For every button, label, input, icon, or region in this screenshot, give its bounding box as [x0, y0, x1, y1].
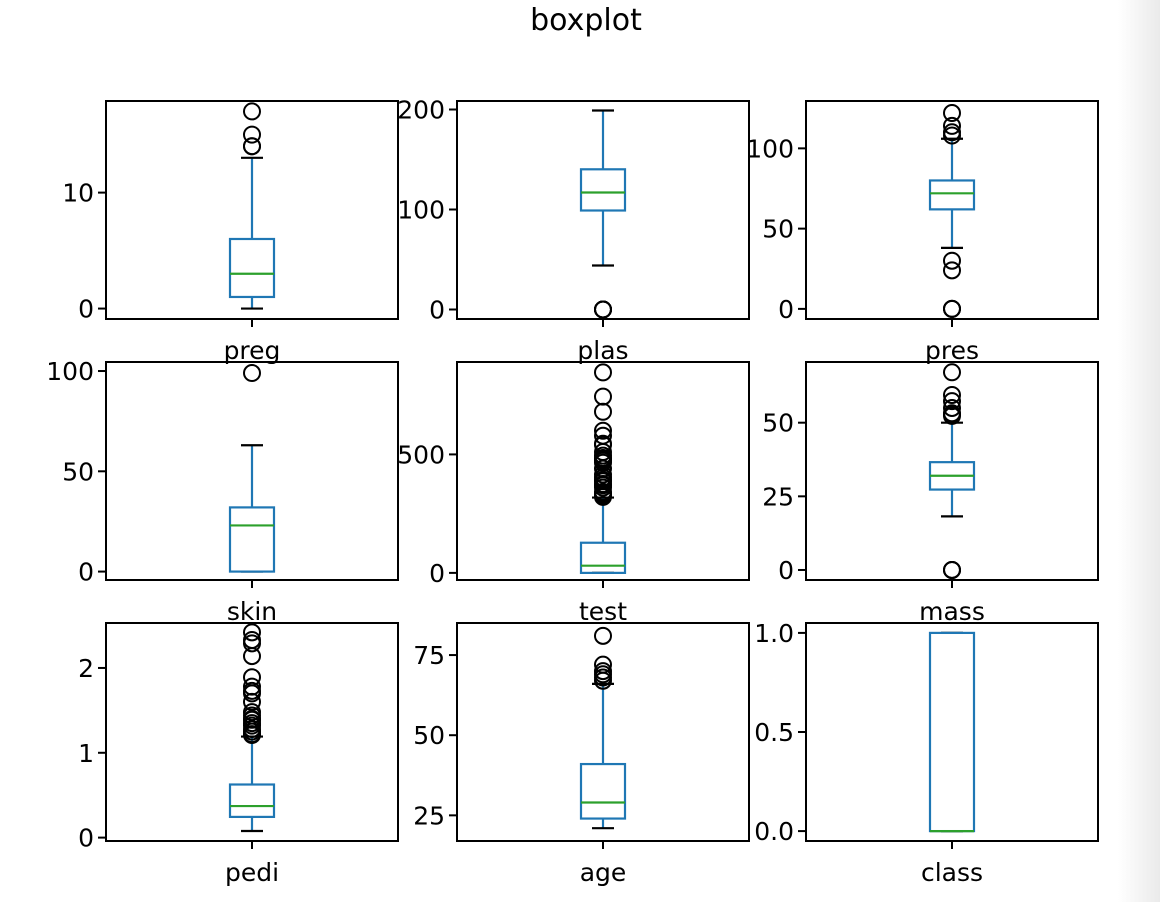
outlier-point: [594, 434, 612, 453]
y-tick-label: 2: [78, 654, 94, 683]
outlier-point: [594, 363, 612, 382]
outlier-point: [243, 668, 261, 687]
x-tick-label: mass: [919, 597, 985, 626]
axes-frame: [805, 622, 1099, 842]
subplot-mass: 0 25 50 mass: [762, 361, 1099, 626]
outlier-point: [243, 623, 261, 642]
outlier-point: [243, 677, 261, 696]
y-tick-label: 0: [778, 556, 794, 585]
outlier-point: [243, 703, 261, 722]
outlier-point: [943, 251, 961, 270]
outlier-point: [943, 261, 961, 280]
x-tick-label: skin: [227, 597, 277, 626]
y-tick-label: 0: [429, 559, 445, 588]
x-tick-label: test: [579, 597, 627, 626]
outlier-point: [243, 137, 261, 156]
subplot-preg: 0 10 preg: [62, 100, 399, 365]
outlier-point: [943, 404, 961, 423]
y-tick-label: 0.5: [754, 718, 794, 747]
outlier-point: [594, 421, 612, 440]
outlier-point: [243, 102, 261, 121]
iqr-box: [579, 168, 627, 212]
y-tick-label: 100: [746, 134, 794, 163]
iqr-box: [228, 237, 276, 299]
outlier-point: [243, 630, 261, 649]
y-tick-label: 0: [78, 295, 94, 324]
y-tick-label: 10: [62, 179, 94, 208]
outlier-point: [594, 426, 612, 445]
iqr-box: [928, 179, 976, 211]
y-tick-label: 50: [62, 457, 94, 486]
outlier-point: [943, 385, 961, 404]
axes-frame: [805, 361, 1099, 581]
subplot-skin: 0 50 100 skin: [46, 357, 399, 626]
outlier-point: [943, 123, 961, 142]
outlier-point: [594, 402, 612, 421]
outlier-point: [594, 300, 612, 319]
iqr-box: [228, 506, 276, 573]
y-tick-label: 50: [413, 721, 445, 750]
y-tick-label: 0: [778, 295, 794, 324]
x-tick-label: pres: [925, 336, 979, 365]
outlier-point: [943, 560, 961, 579]
outlier-point: [594, 662, 612, 681]
x-tick-label: class: [921, 858, 983, 887]
y-tick-label: 1: [78, 739, 94, 768]
subplot-grid: 010preg0100200plas050100pres050100skin05…: [46, 96, 1099, 887]
figure-title: boxplot: [530, 3, 642, 38]
iqr-box: [579, 541, 627, 574]
y-tick-label: 0: [429, 296, 445, 325]
outlier-point: [594, 626, 612, 645]
outlier-point: [943, 398, 961, 417]
x-tick-label: age: [580, 858, 627, 887]
y-tick-label: 25: [413, 801, 445, 830]
subplot-pres: 0 50 100 pres: [746, 100, 1099, 365]
subplot-age: 25 50 75 age: [413, 622, 750, 887]
y-tick-label: 25: [762, 482, 794, 511]
outlier-point: [594, 655, 612, 674]
x-tick-label: pedi: [225, 858, 279, 887]
y-tick-label: 1.0: [754, 619, 794, 648]
outlier-point: [943, 116, 961, 135]
y-tick-label: 0.0: [754, 817, 794, 846]
y-tick-label: 0: [78, 558, 94, 587]
outlier-point: [943, 363, 961, 382]
outlier-point: [243, 364, 261, 383]
y-tick-label: 50: [762, 215, 794, 244]
outlier-point: [594, 482, 612, 501]
iqr-box: [579, 762, 627, 820]
y-tick-label: 75: [413, 641, 445, 670]
y-tick-label: 500: [397, 440, 445, 469]
outlier-point: [943, 299, 961, 318]
outlier-point: [243, 681, 261, 700]
subplot-pedi: 0 1 2 pedi: [78, 622, 399, 887]
y-tick-label: 50: [762, 409, 794, 438]
y-tick-label: 100: [397, 196, 445, 225]
iqr-box: [228, 783, 276, 819]
outlier-point: [943, 104, 961, 123]
y-tick-label: 100: [46, 357, 94, 386]
outlier-point: [594, 387, 612, 406]
iqr-box: [928, 631, 976, 833]
x-tick-label: plas: [577, 336, 628, 365]
outlier-point: [243, 125, 261, 144]
x-tick-label: preg: [224, 336, 281, 365]
subplot-plas: 0 100 200 plas: [397, 96, 750, 365]
subplot-class: 0.0 0.5 1.0 class: [754, 619, 1099, 887]
y-tick-label: 200: [397, 96, 445, 125]
y-tick-label: 0: [78, 824, 94, 853]
outlier-point: [943, 392, 961, 411]
subplot-test: 0 500 test: [397, 361, 750, 626]
